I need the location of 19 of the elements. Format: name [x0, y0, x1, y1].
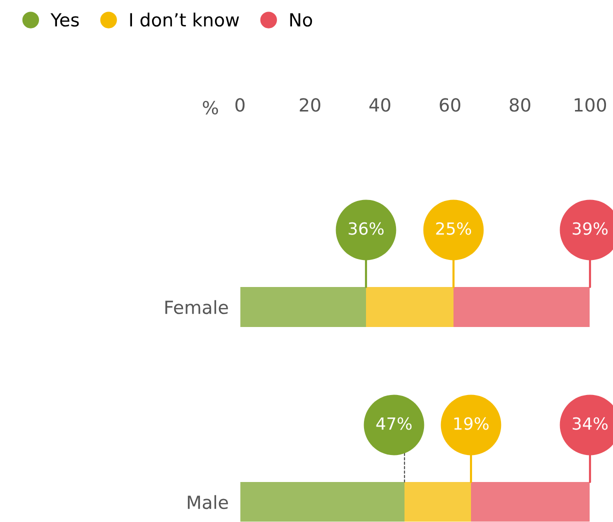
x-tick-label: 80 [510, 98, 530, 112]
x-axis-title: % [202, 100, 218, 114]
bar [240, 482, 404, 522]
y-tick-label: Male [188, 495, 228, 510]
x-tick-label: 0 [235, 98, 245, 112]
annotation: 36% [348, 222, 384, 235]
x-tick-label: 40 [369, 98, 390, 112]
legend-label: Yes [50, 13, 79, 27]
legend-label: No [290, 13, 312, 27]
annotation: 39% [572, 222, 608, 235]
annotation: 19% [454, 417, 489, 430]
x-tick-label: 60 [440, 98, 460, 112]
annotation: 25% [436, 222, 472, 235]
legend-label: I don’t know [130, 12, 239, 27]
y-tick-label: Female [165, 300, 228, 314]
annotation: 34% [572, 417, 608, 430]
annotation: 47% [376, 417, 412, 430]
x-tick-label: 20 [300, 98, 320, 112]
x-tick-label: 100 [574, 98, 606, 112]
